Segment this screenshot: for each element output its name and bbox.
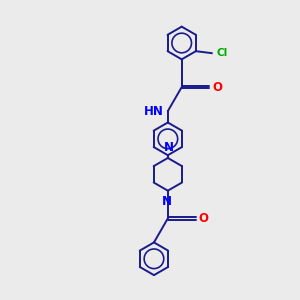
Text: O: O (212, 81, 222, 94)
Text: HN: HN (144, 105, 164, 118)
Text: Cl: Cl (217, 48, 228, 58)
Text: O: O (199, 212, 208, 225)
Text: N: N (164, 141, 174, 154)
Text: N: N (162, 195, 172, 208)
